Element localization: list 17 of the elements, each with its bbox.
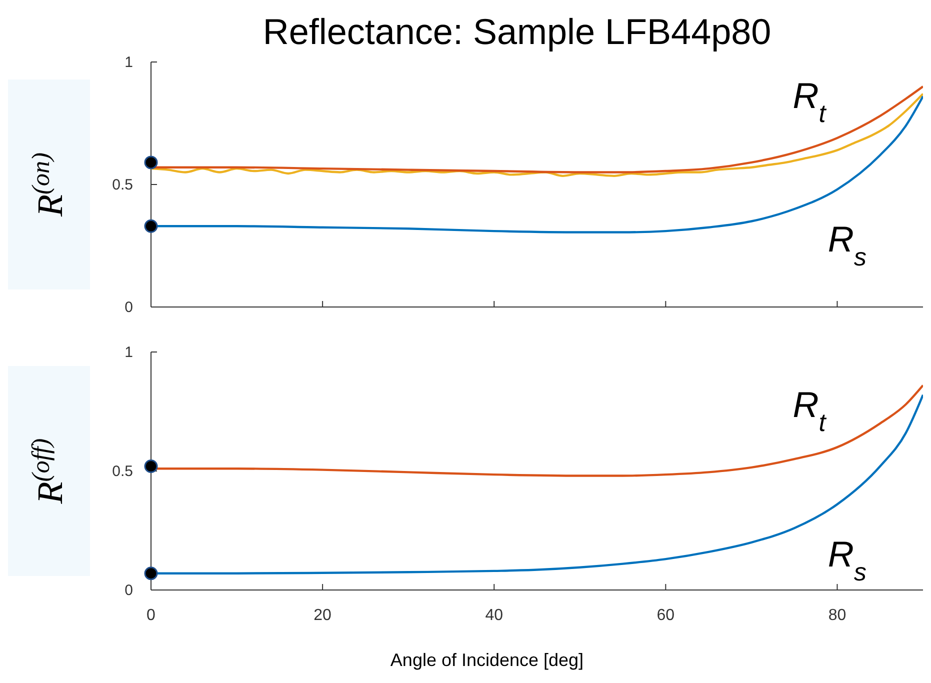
y-tick-label: 0.5 xyxy=(112,463,133,480)
x-tick-label: 80 xyxy=(828,607,846,624)
y-tick-label: 0 xyxy=(124,299,133,316)
x-tick-label: 0 xyxy=(146,607,156,624)
x-tick-label: 20 xyxy=(314,607,332,624)
y-tick-label: 1 xyxy=(124,344,133,361)
x-tick-label: 40 xyxy=(485,607,504,624)
x-tick-label: 60 xyxy=(656,607,675,624)
chart-title: Reflectance: Sample LFB44p80 xyxy=(262,11,772,52)
series-label: R$_{t}$ xyxy=(792,74,827,128)
y-tick-label: 0.5 xyxy=(112,176,133,194)
y-tick-label: 0 xyxy=(124,582,133,599)
series-label: R$_{s}$ xyxy=(828,218,867,272)
series-label: R$_{s}$ xyxy=(828,533,867,586)
y-tick-label: 1 xyxy=(124,54,133,71)
series-label: R$_{t}$ xyxy=(792,384,827,438)
x-axis-title: Angle of Incidence [deg] xyxy=(390,650,584,670)
